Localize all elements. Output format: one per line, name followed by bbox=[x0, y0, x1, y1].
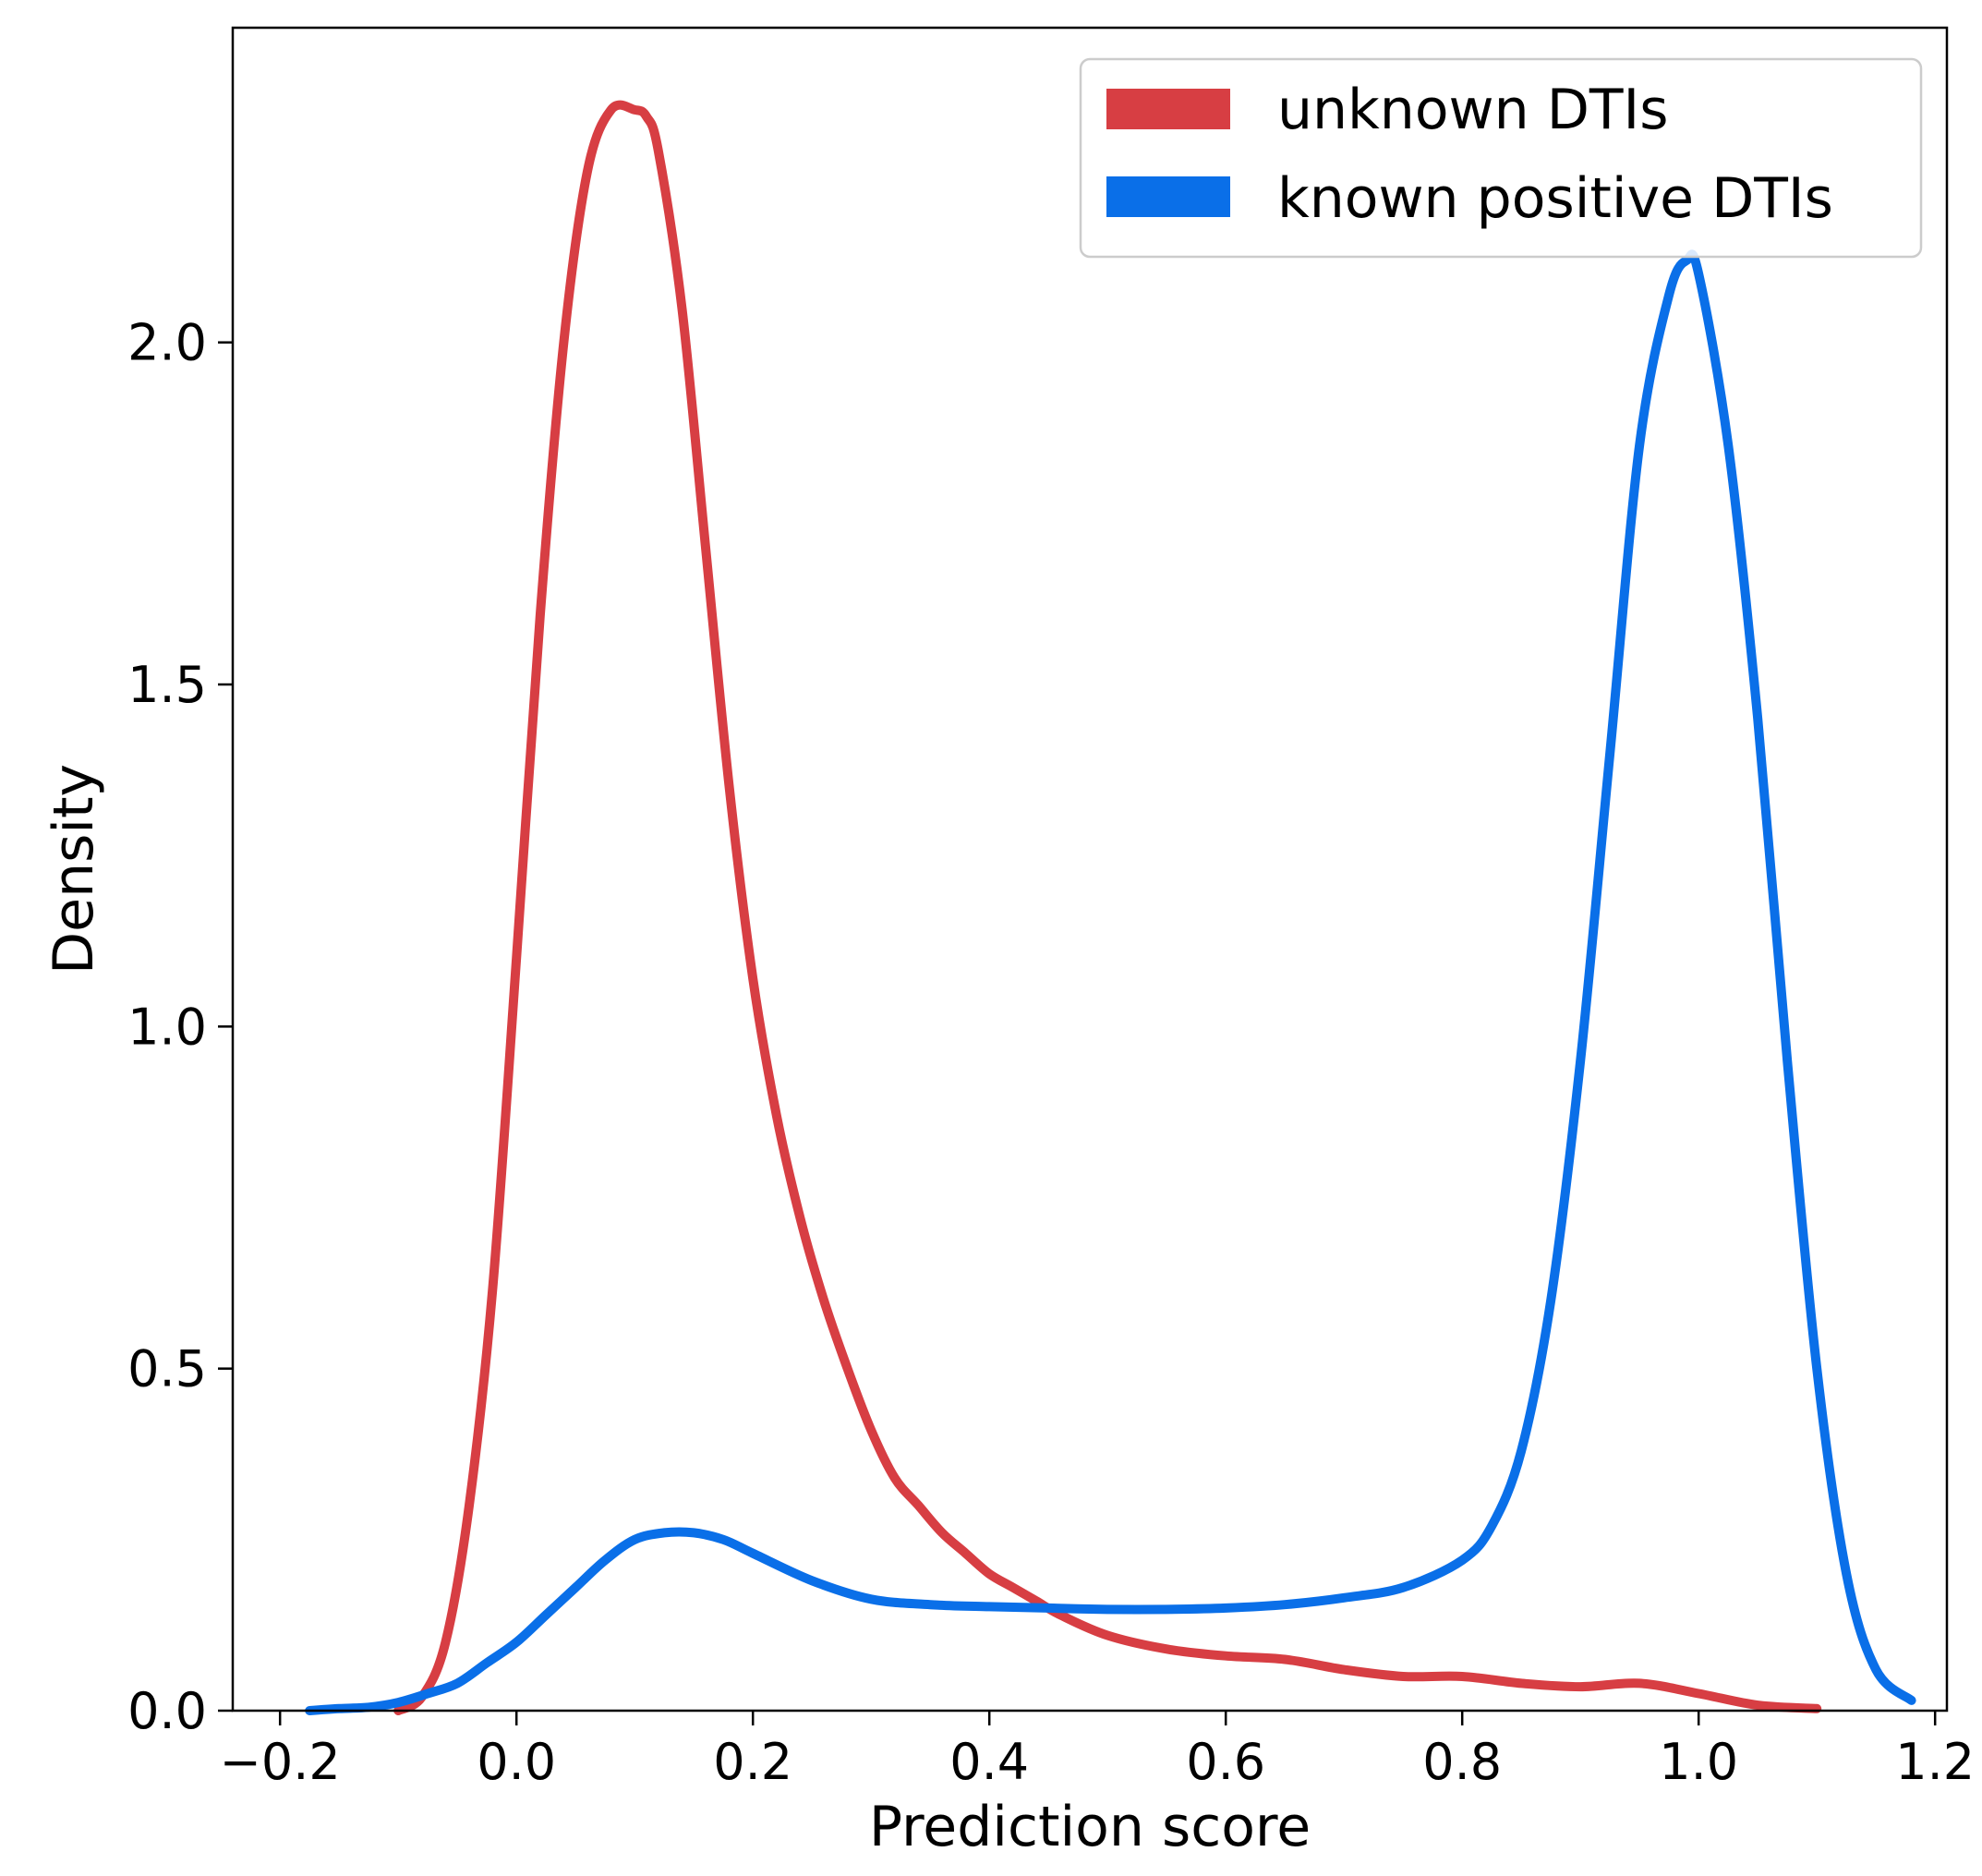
legend-label-known-positive: known positive DTIs bbox=[1277, 166, 1833, 231]
legend: unknown DTIs known positive DTIs bbox=[1079, 57, 1923, 259]
x-tick-label: 0.6 bbox=[1186, 1733, 1265, 1791]
y-tick-label: 0.0 bbox=[127, 1682, 207, 1740]
x-axis-label: Prediction score bbox=[869, 1795, 1311, 1859]
x-axis: −0.2 0.0 0.2 0.4 0.6 0.8 1.0 1.2 bbox=[220, 1711, 1975, 1791]
legend-frame bbox=[1079, 57, 1923, 259]
x-tick-label: 1.2 bbox=[1895, 1733, 1975, 1791]
plot-frame bbox=[231, 26, 1949, 1713]
x-tick-label: 0.0 bbox=[477, 1733, 556, 1791]
legend-label-unknown: unknown DTIs bbox=[1277, 78, 1669, 142]
x-tick-label: 1.0 bbox=[1659, 1733, 1738, 1791]
series-line-unknown-dtis bbox=[393, 100, 1822, 1715]
x-tick-label: 0.2 bbox=[713, 1733, 792, 1791]
y-tick-label: 1.0 bbox=[127, 998, 207, 1056]
x-tick-label: 0.4 bbox=[949, 1733, 1029, 1791]
x-tick-label: −0.2 bbox=[220, 1733, 341, 1791]
series-curves bbox=[305, 100, 1916, 1715]
legend-swatch-known-positive bbox=[1106, 176, 1230, 217]
y-axis-label: Density bbox=[42, 764, 106, 974]
y-axis: 0.0 0.5 1.0 1.5 2.0 bbox=[127, 314, 233, 1740]
y-tick-label: 0.5 bbox=[127, 1340, 207, 1398]
legend-swatch-unknown bbox=[1106, 89, 1230, 129]
x-tick-label: 0.8 bbox=[1422, 1733, 1502, 1791]
series-line-known-positive-dtis bbox=[305, 249, 1916, 1715]
y-tick-label: 1.5 bbox=[127, 656, 207, 714]
y-tick-label: 2.0 bbox=[127, 314, 207, 372]
